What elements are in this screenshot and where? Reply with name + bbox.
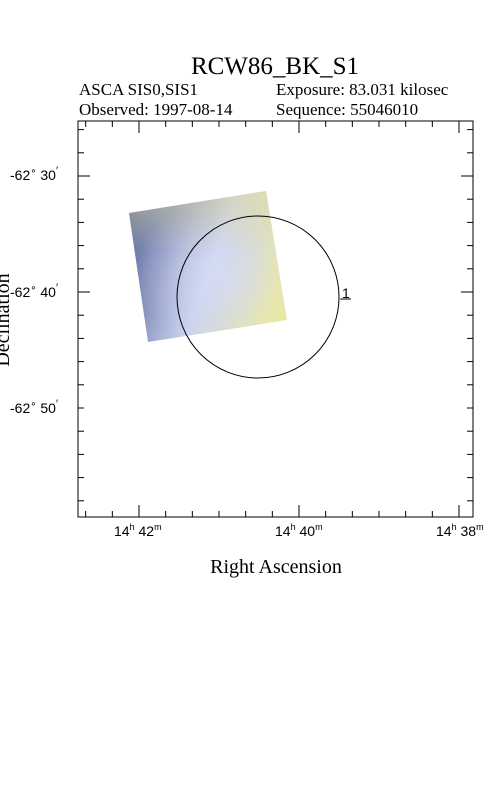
observed-date: Observed: 1997-08-14 <box>79 100 233 119</box>
source-region-circle[interactable] <box>176 215 340 379</box>
axis-ticks <box>78 121 473 517</box>
y-axis-label: Declination <box>0 273 14 366</box>
x-tick-label: 14h 42m <box>114 522 162 539</box>
y-tick-label: -62∘ 30′ <box>10 165 58 183</box>
y-tick-label: -62∘ 50′ <box>10 398 58 416</box>
svg-text:14h 42m: 14h 42m <box>114 522 162 539</box>
y-tick-label: -62∘ 40′ <box>10 282 58 300</box>
exposure-image <box>129 191 287 342</box>
svg-text:14h 38m: 14h 38m <box>436 522 484 539</box>
svg-text:-62∘ 40′: -62∘ 40′ <box>10 282 58 300</box>
svg-text:-62∘ 30′: -62∘ 30′ <box>10 165 58 183</box>
plot-frame <box>77 120 474 518</box>
page-title: RCW86_BK_S1 <box>190 53 360 80</box>
svg-text:14h 40m: 14h 40m <box>275 522 323 539</box>
exposure-label: Exposure: 83.031 kilosec <box>276 80 449 99</box>
x-tick-label: 14h 38m <box>436 522 484 539</box>
instrument-label: ASCA SIS0,SIS1 <box>79 80 199 99</box>
sequence-label: Sequence: 55046010 <box>276 100 419 119</box>
svg-text:-62∘ 50′: -62∘ 50′ <box>10 398 58 416</box>
x-tick-label: 14h 40m <box>275 522 323 539</box>
region-label: 1 <box>342 285 350 301</box>
x-axis-label: Right Ascension <box>210 556 342 578</box>
